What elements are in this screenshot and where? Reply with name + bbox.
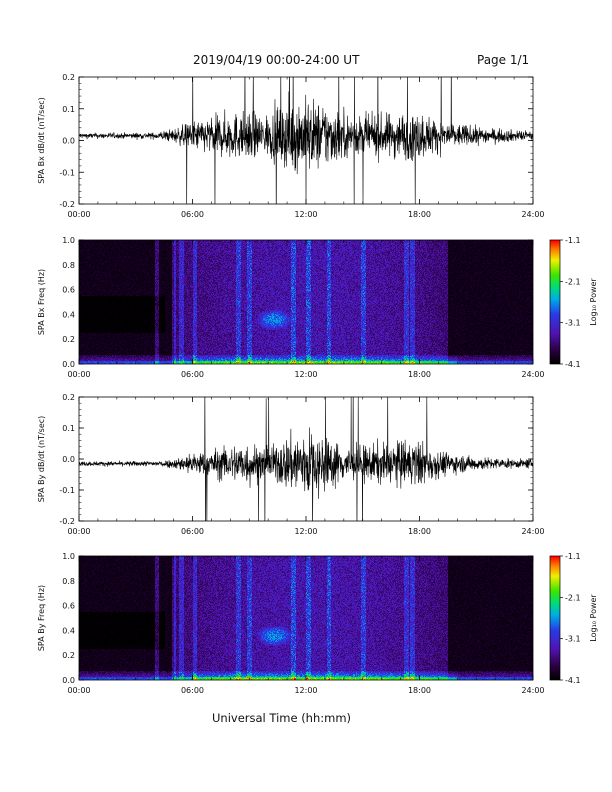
x-tick-label: 24:00 xyxy=(521,370,544,379)
x-tick-label: 12:00 xyxy=(294,527,317,536)
colorbar-tick-label: -1.1 xyxy=(565,236,581,245)
y-tick-label: 0.1 xyxy=(62,424,75,433)
y-axis-label: SPA By dB/dt (nT/sec) xyxy=(37,416,46,503)
plot-frame-3 xyxy=(78,555,534,681)
y-tick-label: 0.4 xyxy=(62,310,75,319)
y-tick-label: 0.8 xyxy=(62,577,75,586)
figure-title: 2019/04/19 00:00-24:00 UT xyxy=(193,53,360,67)
x-tick-label: 06:00 xyxy=(181,370,204,379)
y-tick-label: 0.2 xyxy=(62,73,75,82)
y-tick-label: -0.2 xyxy=(59,200,75,209)
x-tick-label: 06:00 xyxy=(181,210,204,219)
x-tick-label: 00:00 xyxy=(67,686,90,695)
x-tick-label: 12:00 xyxy=(294,686,317,695)
colorbar-frame xyxy=(549,239,561,365)
dbdt-series-line xyxy=(79,77,533,204)
y-tick-label: 0.4 xyxy=(62,626,75,635)
y-tick-label: 0.6 xyxy=(62,602,75,611)
colorbar-tick-label: -1.1 xyxy=(565,552,581,561)
x-tick-label: 12:00 xyxy=(294,370,317,379)
x-tick-label: 00:00 xyxy=(67,527,90,536)
y-axis-label: SPA Bx Freq (Hz) xyxy=(37,269,46,335)
y-tick-label: 0.2 xyxy=(62,335,75,344)
y-tick-label: 0.2 xyxy=(62,393,75,402)
x-tick-label: 06:00 xyxy=(181,686,204,695)
x-tick-label: 18:00 xyxy=(408,527,431,536)
colorbar-bx xyxy=(550,240,560,364)
colorbar-tick-label: -2.1 xyxy=(565,593,581,602)
x-tick-label: 18:00 xyxy=(408,210,431,219)
x-tick-label: 06:00 xyxy=(181,527,204,536)
x-tick-label: 24:00 xyxy=(521,686,544,695)
colorbar-label: Log₁₀ Power xyxy=(589,594,598,642)
colorbar-tick-label: -4.1 xyxy=(565,360,581,369)
y-tick-label: 0.8 xyxy=(62,261,75,270)
colorbar-tick-label: -4.1 xyxy=(565,676,581,685)
y-tick-label: 1.0 xyxy=(62,236,75,245)
colorbar-label: Log₁₀ Power xyxy=(589,278,598,326)
x-tick-label: 12:00 xyxy=(294,210,317,219)
y-tick-label: 0.2 xyxy=(62,651,75,660)
y-tick-label: -0.2 xyxy=(59,517,75,526)
x-tick-label: 24:00 xyxy=(521,527,544,536)
y-tick-label: 0.0 xyxy=(62,455,75,464)
y-axis-label: SPA By Freq (Hz) xyxy=(37,585,46,651)
x-axis-title: Universal Time (hh:mm) xyxy=(212,711,352,725)
x-tick-label: 00:00 xyxy=(67,210,90,219)
y-tick-label: 0.0 xyxy=(62,360,75,369)
colorbar-tick-label: -2.1 xyxy=(565,277,581,286)
x-tick-label: 24:00 xyxy=(521,210,544,219)
spectrogram-by xyxy=(79,556,533,680)
spectrogram-bx xyxy=(79,240,533,364)
y-tick-label: 0.6 xyxy=(62,286,75,295)
colorbar-tick-label: -3.1 xyxy=(565,635,581,644)
x-tick-label: 18:00 xyxy=(408,370,431,379)
colorbar-by xyxy=(550,556,560,680)
y-tick-label: -0.1 xyxy=(59,168,75,177)
y-tick-label: 1.0 xyxy=(62,552,75,561)
page-indicator: Page 1/1 xyxy=(477,53,530,67)
y-tick-label: 0.0 xyxy=(62,676,75,685)
colorbar-frame xyxy=(549,555,561,681)
y-tick-label: 0.0 xyxy=(62,137,75,146)
x-tick-label: 00:00 xyxy=(67,370,90,379)
colorbar-tick-label: -3.1 xyxy=(565,319,581,328)
dbdt-series-line xyxy=(79,397,533,521)
y-tick-label: 0.1 xyxy=(62,105,75,114)
plot-frame-1 xyxy=(78,239,534,365)
x-tick-label: 18:00 xyxy=(408,686,431,695)
y-axis-label: SPA Bx dB/dt (nT/sec) xyxy=(37,97,46,184)
y-tick-label: -0.1 xyxy=(59,486,75,495)
